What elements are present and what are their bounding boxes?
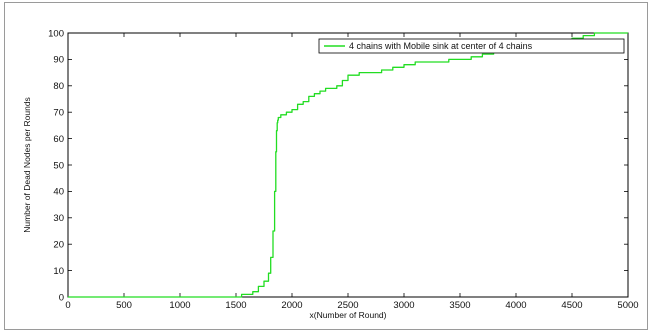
x-tick-label: 2000 bbox=[281, 300, 302, 311]
plot-area bbox=[67, 32, 629, 298]
x-tick-label: 500 bbox=[116, 300, 132, 311]
legend-label: 4 chains with Mobile sink at center of 4… bbox=[349, 41, 533, 51]
y-tick-label: 30 bbox=[53, 213, 64, 224]
y-tick-label: 40 bbox=[53, 187, 64, 198]
y-tick-label: 20 bbox=[53, 240, 64, 251]
y-tick-label: 70 bbox=[53, 108, 64, 119]
y-tick-label: 100 bbox=[48, 28, 64, 39]
x-tick-label: 1000 bbox=[169, 300, 190, 311]
y-tick-label: 0 bbox=[59, 292, 64, 303]
x-tick-label: 0 bbox=[65, 300, 70, 311]
x-tick-label: 5000 bbox=[617, 300, 638, 311]
tick-labels: 0 500 1000 1500 2000 2500 3000 3500 4000 4500 5000… bbox=[48, 28, 638, 311]
y-tick-label: 90 bbox=[53, 55, 64, 66]
y-tick-label: 10 bbox=[53, 266, 64, 277]
y-axis-label: Number of Dead Nodes per Rounds bbox=[22, 97, 32, 233]
figure-frame: 0 500 1000 1500 2000 2500 3000 3500 4000 4500 5000… bbox=[4, 2, 648, 330]
x-tick-label: 1500 bbox=[225, 300, 246, 311]
x-tick-label: 2500 bbox=[337, 300, 358, 311]
x-tick-label: 4000 bbox=[505, 300, 526, 311]
x-axis-label: x(Number of Round) bbox=[309, 310, 386, 320]
chart: 0 500 1000 1500 2000 2500 3000 3500 4000 4500 5000… bbox=[22, 28, 639, 320]
x-tick-label: 3000 bbox=[393, 300, 414, 311]
y-tick-label: 50 bbox=[53, 160, 64, 171]
y-tick-label: 80 bbox=[53, 81, 64, 92]
x-tick-label: 4500 bbox=[561, 300, 582, 311]
y-tick-label: 60 bbox=[53, 134, 64, 145]
x-tick-label: 3500 bbox=[449, 300, 470, 311]
legend-box bbox=[318, 38, 625, 54]
legend: 4 chains with Mobile sink at center of 4… bbox=[318, 38, 625, 54]
